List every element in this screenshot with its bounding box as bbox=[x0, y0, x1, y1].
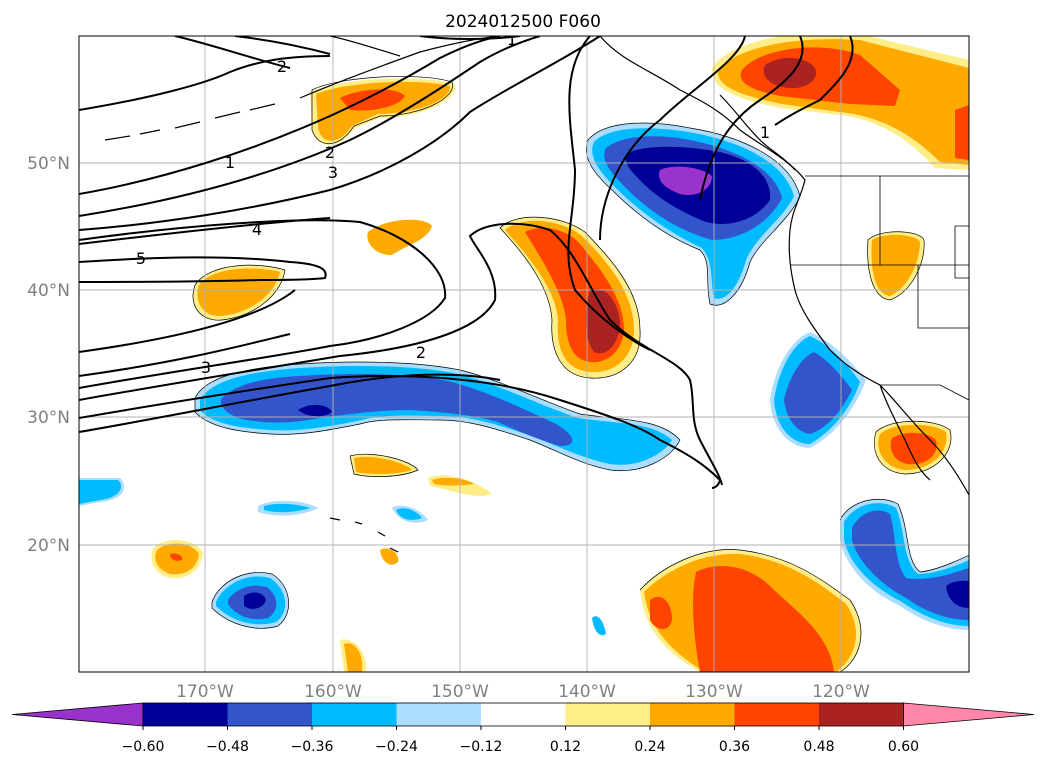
contour-label: 4 bbox=[252, 220, 262, 239]
colorbar-extend-high bbox=[903, 702, 1035, 727]
colorbar-segment bbox=[819, 703, 904, 726]
lon-label: 170°W bbox=[176, 682, 234, 702]
lon-label: 120°W bbox=[812, 682, 870, 702]
map-title: 2024012500 F060 bbox=[445, 12, 601, 32]
contour-label: 1 bbox=[760, 123, 770, 142]
contour-label: 1 bbox=[507, 30, 517, 49]
contour-label: 2 bbox=[416, 343, 426, 362]
colorbar: −0.60 −0.48 −0.36 −0.24 −0.12 0.12 0.24 0.36 0.4… bbox=[11, 702, 1035, 755]
lon-label: 140°W bbox=[558, 682, 616, 702]
colorbar-outline bbox=[142, 702, 904, 727]
contour-label: 5 bbox=[136, 249, 146, 268]
contour-label: 2 bbox=[277, 57, 287, 76]
longitude-labels: 170°W 160°W 150°W 140°W 130°W 120°W bbox=[176, 682, 870, 702]
colorbar-segment bbox=[650, 703, 735, 726]
map-frame bbox=[78, 35, 970, 673]
colorbar-tick-label: −0.60 bbox=[122, 739, 165, 755]
lat-label: 40°N bbox=[27, 281, 70, 301]
colorbar-tick-label: 0.36 bbox=[719, 739, 750, 755]
contour-label: 2 bbox=[325, 143, 335, 162]
lon-label: 160°W bbox=[304, 682, 362, 702]
lat-label: 30°N bbox=[27, 408, 70, 428]
contour-label: 1 bbox=[225, 153, 235, 172]
lon-label: 130°W bbox=[685, 682, 743, 702]
colorbar-tick-label: −0.36 bbox=[291, 739, 334, 755]
colorbar-segment bbox=[143, 703, 228, 726]
borders bbox=[790, 175, 969, 401]
colorbar-tick-label: 0.48 bbox=[803, 739, 834, 755]
colorbar-tick-label: −0.12 bbox=[460, 739, 503, 755]
colorbar-segment bbox=[481, 703, 566, 726]
contour-label: 3 bbox=[201, 358, 211, 377]
colorbar-tick-label: 0.60 bbox=[888, 739, 919, 755]
colorbar-tick-label: 0.12 bbox=[550, 739, 581, 755]
lon-label: 150°W bbox=[431, 682, 489, 702]
colorbar-segment bbox=[396, 703, 482, 726]
gridlines bbox=[79, 36, 969, 672]
lat-label: 20°N bbox=[27, 536, 70, 556]
colorbar-tick-label: −0.48 bbox=[206, 739, 249, 755]
colorbar-segment bbox=[734, 703, 820, 726]
contour-labels: 1 2 3 4 5 3 2 1 2 1 bbox=[136, 30, 770, 377]
colorbar-tick-label: −0.24 bbox=[375, 739, 418, 755]
colorbar-segment bbox=[565, 703, 651, 726]
colorbar-tick-label: 0.24 bbox=[634, 739, 665, 755]
colorbar-segment bbox=[227, 703, 313, 726]
contour-label: 3 bbox=[328, 163, 338, 182]
colorbar-extend-low bbox=[11, 702, 144, 727]
map-area: 1 2 3 4 5 3 2 1 2 1 bbox=[79, 30, 969, 672]
lat-label: 50°N bbox=[27, 154, 70, 174]
positive-anomaly-fills bbox=[151, 36, 969, 672]
anomaly-outlines bbox=[192, 76, 969, 672]
latitude-labels: 50°N 40°N 30°N 20°N bbox=[27, 154, 70, 556]
colorbar-segment bbox=[312, 703, 397, 726]
height-contours bbox=[79, 36, 854, 489]
